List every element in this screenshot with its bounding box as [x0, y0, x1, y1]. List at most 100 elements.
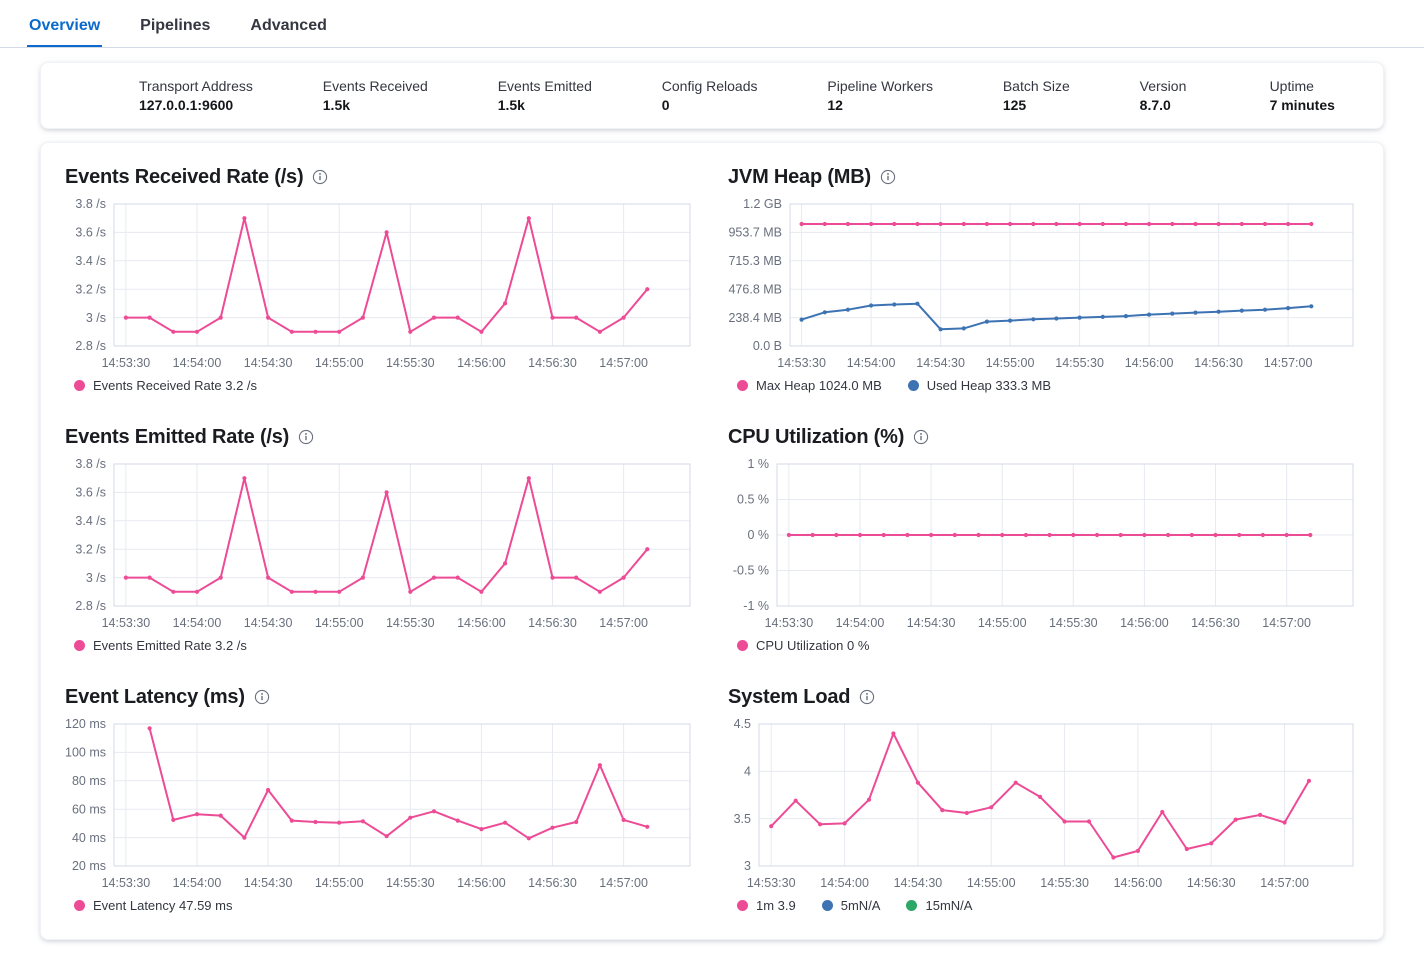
- chart-legend: Events Emitted Rate 3.2 /s: [74, 638, 698, 653]
- svg-text:14:53:30: 14:53:30: [765, 616, 814, 630]
- svg-text:3.6 /s: 3.6 /s: [75, 226, 106, 240]
- svg-text:715.3 MB: 715.3 MB: [728, 254, 782, 268]
- legend-label: Events Emitted Rate 3.2 /s: [93, 638, 247, 653]
- svg-text:3 /s: 3 /s: [86, 311, 106, 325]
- summary-value: 7 minutes: [1269, 97, 1335, 113]
- svg-text:14:54:00: 14:54:00: [847, 356, 896, 370]
- svg-text:14:55:00: 14:55:00: [315, 356, 364, 370]
- svg-text:14:55:30: 14:55:30: [386, 876, 435, 890]
- svg-text:1 %: 1 %: [747, 457, 769, 471]
- summary-item-config-reloads: Config Reloads 0: [662, 78, 758, 113]
- svg-text:3.5: 3.5: [734, 812, 751, 826]
- chart-title: System Load: [728, 685, 1361, 709]
- summary-label: Uptime: [1269, 78, 1314, 94]
- summary-panel: Transport Address 127.0.0.1:9600 Events Re…: [40, 62, 1384, 129]
- svg-text:3.8 /s: 3.8 /s: [75, 197, 106, 211]
- chart-canvas-cpu-utilization[interactable]: 14:53:30 14:54:00 14:54:30 14:55:00 14:55:30…: [728, 456, 1361, 636]
- summary-value: 8.7.0: [1139, 97, 1171, 113]
- legend-label: Max Heap 1024.0 MB: [756, 378, 882, 393]
- legend-item-events-received-rate-3-2-s[interactable]: Events Received Rate 3.2 /s: [74, 378, 257, 393]
- svg-text:14:55:30: 14:55:30: [1049, 616, 1098, 630]
- svg-text:14:57:00: 14:57:00: [599, 876, 648, 890]
- svg-text:3.4 /s: 3.4 /s: [75, 514, 106, 528]
- chart-canvas-system-load[interactable]: 14:53:30 14:54:00 14:54:30 14:55:00 14:55:30…: [728, 716, 1361, 896]
- legend-item-max-heap-1024-0-mb[interactable]: Max Heap 1024.0 MB: [737, 378, 882, 393]
- info-icon[interactable]: [312, 169, 328, 185]
- svg-text:14:56:30: 14:56:30: [528, 876, 577, 890]
- svg-text:476.8 MB: 476.8 MB: [728, 282, 782, 296]
- chart-title: Event Latency (ms): [65, 685, 698, 709]
- chart-title: JVM Heap (MB): [728, 165, 1361, 189]
- svg-text:14:56:00: 14:56:00: [457, 356, 506, 370]
- svg-text:60 ms: 60 ms: [72, 802, 106, 816]
- chart-event-latency-ms: Event Latency (ms) 14:53:30 14:54:00 14:54:…: [65, 685, 698, 913]
- info-icon[interactable]: [254, 689, 270, 705]
- legend-label: 5mN/A: [840, 898, 881, 913]
- summary-label: Transport Address: [139, 78, 253, 94]
- svg-text:14:55:00: 14:55:00: [967, 876, 1016, 890]
- svg-text:40 ms: 40 ms: [72, 831, 106, 845]
- svg-text:14:56:30: 14:56:30: [528, 356, 577, 370]
- info-icon[interactable]: [913, 429, 929, 445]
- svg-text:14:55:30: 14:55:30: [386, 616, 435, 630]
- svg-text:14:57:00: 14:57:00: [1262, 616, 1311, 630]
- legend-item-cpu-utilization-0[interactable]: CPU Utilization 0 %: [737, 638, 869, 653]
- svg-text:953.7 MB: 953.7 MB: [728, 226, 782, 240]
- svg-text:14:56:30: 14:56:30: [1187, 876, 1236, 890]
- legend-item-5mn-a[interactable]: 5mN/A: [821, 898, 881, 913]
- tab-advanced[interactable]: Advanced: [248, 12, 328, 47]
- svg-text:14:55:30: 14:55:30: [1055, 356, 1104, 370]
- svg-text:14:56:30: 14:56:30: [528, 616, 577, 630]
- summary-value: 0: [661, 97, 670, 113]
- summary-label: Config Reloads: [661, 78, 758, 94]
- chart-events-emitted-rate-s: Events Emitted Rate (/s) 14:53:30 14:54:00…: [65, 425, 698, 653]
- svg-text:14:53:30: 14:53:30: [777, 356, 826, 370]
- legend-item-15mn-a[interactable]: 15mN/A: [906, 898, 972, 913]
- legend-item-events-emitted-rate-3-2-s[interactable]: Events Emitted Rate 3.2 /s: [74, 638, 247, 653]
- svg-text:14:55:00: 14:55:00: [986, 356, 1035, 370]
- chart-jvm-heap-mb: JVM Heap (MB) 14:53:30 14:54:00 14:54:30 14:…: [728, 165, 1361, 393]
- summary-value: 125: [1002, 97, 1027, 113]
- summary-item-batch-size: Batch Size 125: [1003, 78, 1070, 113]
- legend-dot: [74, 640, 85, 651]
- svg-text:14:53:30: 14:53:30: [102, 616, 151, 630]
- legend-dot: [821, 900, 833, 911]
- legend-item-used-heap-333-3-mb[interactable]: Used Heap 333.3 MB: [907, 378, 1052, 393]
- summary-label: Batch Size: [1002, 78, 1070, 94]
- svg-text:2.8 /s: 2.8 /s: [75, 599, 106, 613]
- svg-text:100 ms: 100 ms: [65, 746, 106, 760]
- svg-text:14:54:30: 14:54:30: [244, 616, 293, 630]
- svg-text:14:54:00: 14:54:00: [173, 876, 222, 890]
- legend-dot: [737, 900, 748, 911]
- legend-item-event-latency-47-59-ms[interactable]: Event Latency 47.59 ms: [74, 898, 232, 913]
- info-icon[interactable]: [859, 689, 875, 705]
- legend-label: Used Heap 333.3 MB: [926, 378, 1052, 393]
- svg-text:120 ms: 120 ms: [65, 717, 106, 731]
- legend-item-1m-3-9[interactable]: 1m 3.9: [737, 898, 796, 913]
- svg-text:14:55:30: 14:55:30: [1040, 876, 1089, 890]
- info-icon[interactable]: [298, 429, 314, 445]
- svg-text:14:53:30: 14:53:30: [102, 356, 151, 370]
- info-icon[interactable]: [880, 169, 896, 185]
- tab-pipelines[interactable]: Pipelines: [138, 12, 212, 47]
- svg-text:4.5: 4.5: [734, 717, 751, 731]
- chart-events-received-rate-s: Events Received Rate (/s) 14:53:30 14:54:0…: [65, 165, 698, 393]
- chart-legend: 1m 3.9 5mN/A 15mN/A: [737, 898, 1361, 913]
- chart-canvas-events-received-rate-s[interactable]: 14:53:30 14:54:00 14:54:30 14:55:00 14:55:30…: [65, 196, 698, 376]
- chart-cpu-utilization: CPU Utilization (%) 14:53:30 14:54:00 14:54…: [728, 425, 1361, 653]
- svg-text:3: 3: [744, 859, 751, 873]
- tab-overview[interactable]: Overview: [27, 12, 102, 47]
- svg-text:0.0 B: 0.0 B: [753, 339, 782, 353]
- chart-canvas-events-emitted-rate-s[interactable]: 14:53:30 14:54:00 14:54:30 14:55:00 14:55:30…: [65, 456, 698, 636]
- legend-label: 1m 3.9: [756, 898, 796, 913]
- svg-text:14:54:00: 14:54:00: [836, 616, 885, 630]
- svg-text:14:56:00: 14:56:00: [1125, 356, 1174, 370]
- svg-text:14:53:30: 14:53:30: [747, 876, 796, 890]
- chart-canvas-jvm-heap-mb[interactable]: 14:53:30 14:54:00 14:54:30 14:55:00 14:55:30…: [728, 196, 1361, 376]
- summary-value: 127.0.0.1:9600: [139, 97, 234, 113]
- svg-text:14:56:00: 14:56:00: [1120, 616, 1169, 630]
- charts-grid: Events Received Rate (/s) 14:53:30 14:54:0…: [65, 165, 1359, 913]
- svg-text:14:56:00: 14:56:00: [1114, 876, 1163, 890]
- chart-canvas-event-latency-ms[interactable]: 14:53:30 14:54:00 14:54:30 14:55:00 14:55:30…: [65, 716, 698, 896]
- legend-dot: [74, 900, 85, 911]
